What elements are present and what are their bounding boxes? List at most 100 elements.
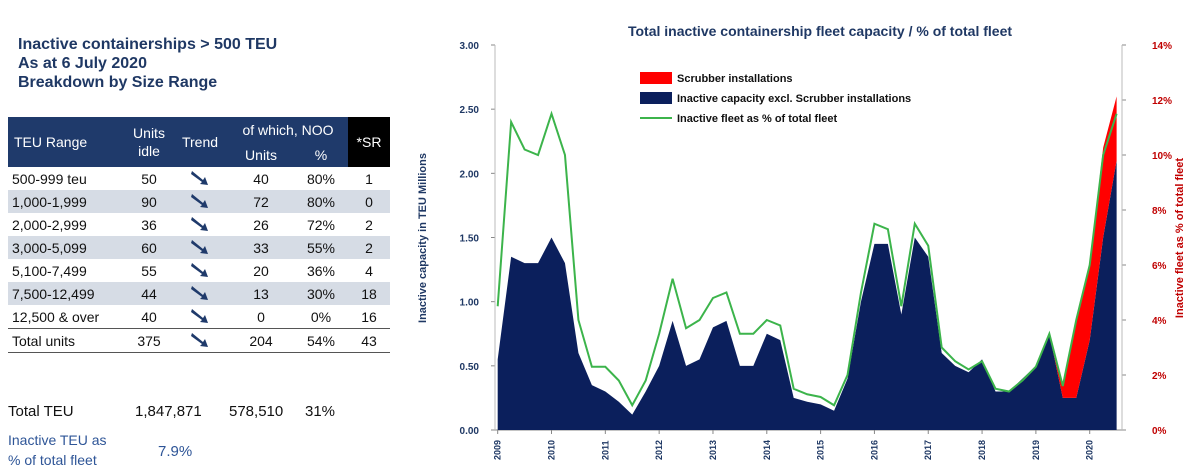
trend-arrow <box>191 286 208 300</box>
table-row: 12,500 & over 40 0 0% 16 <box>8 305 390 329</box>
y2-tick-label: 6% <box>1152 261 1167 272</box>
cell: 5,100-7,499 <box>12 262 87 279</box>
cell: 0 <box>257 308 265 325</box>
header-cell: Trend <box>172 117 228 167</box>
x-tick-label: 2017 <box>923 440 933 460</box>
table-row: 7,500-12,499 44 13 30% 18 <box>8 282 390 305</box>
x-tick-label: 2020 <box>1085 440 1095 460</box>
y2-tick-label: 0% <box>1152 426 1167 437</box>
y-tick-label: 0.00 <box>460 426 480 437</box>
table-row: 5,100-7,499 55 20 36% 4 <box>8 259 390 282</box>
trend-arrow <box>191 263 208 277</box>
y2-tick-label: 4% <box>1152 316 1167 327</box>
cell: 60 <box>126 236 172 259</box>
y-tick-label: 0.50 <box>460 362 480 373</box>
trend-cell <box>172 167 228 190</box>
total-teu-label: Total TEU <box>8 403 74 420</box>
cell: 54% <box>294 328 348 353</box>
cell: 500-999 teu <box>12 170 87 187</box>
x-tick-label: 2018 <box>977 440 987 460</box>
header-cell: *SR <box>348 117 390 167</box>
table-row: 1,000-1,999 90 72 80% 0 <box>8 190 390 213</box>
x-tick-label: 2019 <box>1031 440 1041 460</box>
share-label: % of total fleet <box>8 452 97 468</box>
cell: 40 <box>253 170 269 187</box>
cell: 13 <box>228 282 294 305</box>
cell: 80% <box>294 190 348 213</box>
y-axis-label: Inactive capacity in TEU Millions <box>417 153 429 323</box>
x-tick-label: 2012 <box>654 440 664 460</box>
x-tick-label: 2011 <box>600 440 610 460</box>
panel-title: Breakdown by Size Range <box>18 74 218 91</box>
cell: 1 <box>365 170 373 187</box>
panel-title: Inactive containerships > 500 TEU <box>18 36 278 53</box>
y-tick-label: 2.00 <box>460 169 480 180</box>
cell: 3,000-5,099 <box>8 236 126 259</box>
stacked-area <box>497 96 1117 415</box>
cell: 26 <box>253 216 269 233</box>
table-row: 500-999 teu 50 40 80% 1 <box>8 167 390 190</box>
cell: 33 <box>228 236 294 259</box>
x-tick-label: 2013 <box>708 440 718 460</box>
trend-cell <box>172 190 228 213</box>
x-tick-label: 2009 <box>493 440 503 460</box>
header-cell: TEU Range <box>8 117 126 167</box>
trend-cell <box>172 213 228 236</box>
y2-axis-label: Inactive fleet as % of total fleet <box>1174 158 1186 318</box>
trend-arrow <box>191 309 208 323</box>
y2-tick-label: 14% <box>1152 41 1172 52</box>
cell: 80% <box>306 170 336 187</box>
cell: 72% <box>306 216 336 233</box>
table-body: 500-999 teu 50 40 80% 1 1,000-1,999 90 72 80% 0 2,… <box>8 167 390 353</box>
x-tick-label: 2014 <box>762 440 772 460</box>
cell: 7,500-12,499 <box>8 282 126 305</box>
cell: 72 <box>228 190 294 213</box>
cell: 36% <box>306 262 336 279</box>
table-panel: Inactive containerships > 500 TEU As at … <box>0 0 400 473</box>
total-teu-pct: 31% <box>305 403 336 420</box>
share-value: 7.9% <box>158 443 193 460</box>
trend-arrow <box>191 240 208 254</box>
cell: 55 <box>141 262 157 279</box>
cell: 375 <box>126 328 172 353</box>
cell: 12,500 & over <box>12 308 100 325</box>
header-cell: % <box>294 142 348 167</box>
trend-arrow <box>191 194 208 208</box>
table-row: 2,000-2,999 36 26 72% 2 <box>8 213 390 236</box>
cell: 55% <box>294 236 348 259</box>
cell: 43 <box>348 328 390 353</box>
cell: 20 <box>253 262 269 279</box>
trend-arrow <box>191 217 208 231</box>
panel-title: As at 6 July 2020 <box>18 55 147 72</box>
y2-tick-label: 2% <box>1152 371 1167 382</box>
legend-swatch <box>640 92 672 104</box>
trend-arrow <box>191 171 208 185</box>
y2-tick-label: 10% <box>1152 151 1172 162</box>
table-row: Total units 375 204 54% 43 <box>8 328 390 353</box>
header-cell: Units <box>228 142 294 167</box>
trend-cell <box>172 328 228 353</box>
cell: 18 <box>348 282 390 305</box>
header-cell: of which, NOO <box>228 117 348 142</box>
cell: 2,000-2,999 <box>12 216 87 233</box>
chart-title: Total inactive containership fleet capac… <box>628 23 1012 39</box>
header-cell: Units idle <box>126 117 172 167</box>
trend-arrow <box>191 333 208 347</box>
area <box>497 160 1117 430</box>
trend-cell <box>172 236 228 259</box>
cell: 36 <box>141 216 157 233</box>
cell: 2 <box>348 236 390 259</box>
x-tick-label: 2016 <box>869 440 879 460</box>
y2-tick-label: 8% <box>1152 206 1167 217</box>
share-label: Inactive TEU as <box>8 432 107 448</box>
legend-swatch <box>640 72 672 84</box>
cell: 40 <box>141 308 157 325</box>
cell: 2 <box>365 216 373 233</box>
cell: 90 <box>126 190 172 213</box>
legend-label: Scrubber installations <box>677 73 793 85</box>
trend-cell <box>172 305 228 329</box>
cell: 30% <box>294 282 348 305</box>
trend-cell <box>172 282 228 305</box>
cell: 0 <box>348 190 390 213</box>
